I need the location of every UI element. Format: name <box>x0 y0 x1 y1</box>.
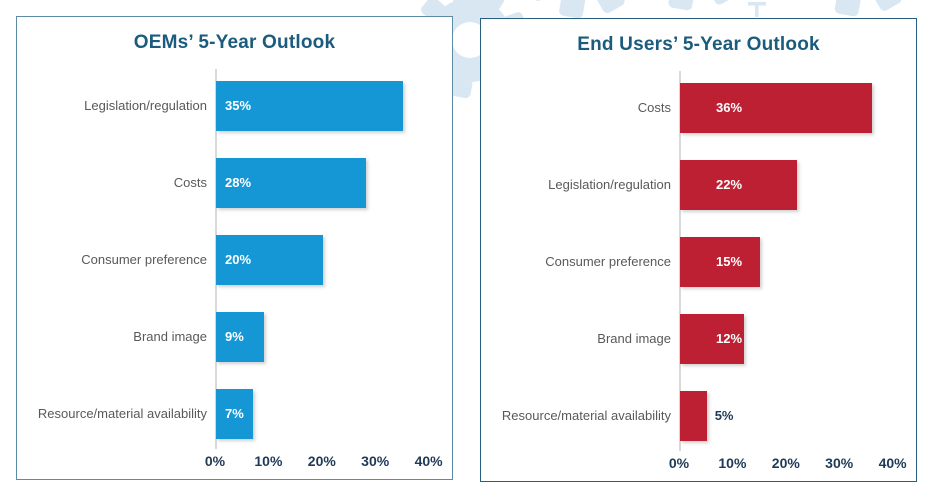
x-axis-tick-label: 10% <box>254 453 283 469</box>
bar: 35% <box>216 81 403 131</box>
category-label: Consumer preference <box>545 254 671 269</box>
valve-stem-icon <box>748 2 766 17</box>
y-axis-line <box>679 71 681 451</box>
x-axis-tick-label: 30% <box>361 453 390 469</box>
bar <box>680 391 707 441</box>
bar-value-label: 22% <box>716 177 743 192</box>
plot-area: 35% 28% 20% 9% 7% 0% 10% 20% 30% 40% <box>205 69 447 471</box>
bar-value-label: 5% <box>714 408 734 423</box>
category-label: Legislation/regulation <box>84 98 207 113</box>
category-label: Brand image <box>597 331 671 346</box>
x-axis-tick-label: 20% <box>771 455 800 471</box>
bar: 36% <box>680 83 873 133</box>
gear-icon <box>524 0 625 19</box>
category-label: Legislation/regulation <box>548 177 671 192</box>
bar-value-label: 15% <box>716 254 743 269</box>
plot-area: 36% 22% 15% 12% 5% 0% 10% 20% 30% 40% <box>669 71 911 473</box>
category-label: Resource/material availability <box>501 408 671 423</box>
gear-icon <box>834 0 902 17</box>
bar-value-label: 35% <box>225 98 252 113</box>
bar: 20% <box>216 235 323 285</box>
chart-title: OEMs’ 5-Year Outlook <box>133 32 336 53</box>
category-label: Resource/material availability <box>37 406 207 421</box>
x-axis-tick-label: 40% <box>878 455 907 471</box>
x-axis-tick-label: 0% <box>668 455 690 471</box>
category-label: Consumer preference <box>81 252 207 267</box>
bar: 28% <box>216 158 366 208</box>
chart-title: End Users’ 5-Year Outlook <box>577 34 820 55</box>
category-label: Costs <box>173 175 207 190</box>
x-axis-tick-label: 40% <box>414 453 443 469</box>
bar-value-label: 36% <box>716 100 743 115</box>
x-axis-tick-label: 30% <box>825 455 854 471</box>
gear-icon <box>668 0 737 11</box>
bar: 22% <box>680 160 798 210</box>
bar: 15% <box>680 237 761 287</box>
y-axis-line <box>215 69 217 449</box>
oem-outlook-chart-panel: OEMs’ 5-Year Outlook 35% 28% 20% 9% 7% 0% 10% 2… <box>16 16 453 480</box>
bar: 7% <box>216 389 254 439</box>
bar: 9% <box>216 312 265 362</box>
bar-value-label: 9% <box>225 329 244 344</box>
bar-value-label: 28% <box>225 175 252 190</box>
x-axis-tick-label: 10% <box>718 455 747 471</box>
x-axis-tick-label: 20% <box>307 453 336 469</box>
category-label: Costs <box>637 100 671 115</box>
bar-value-label: 12% <box>716 331 743 346</box>
end-users-outlook-chart-panel: End Users’ 5-Year Outlook 36% 22% 15% 12% 5%… <box>480 18 917 482</box>
x-axis-tick-label: 0% <box>204 453 226 469</box>
bar-value-label: 7% <box>225 406 244 421</box>
bar: 12% <box>680 314 745 364</box>
bar-value-label: 20% <box>225 252 252 267</box>
category-label: Brand image <box>133 329 207 344</box>
